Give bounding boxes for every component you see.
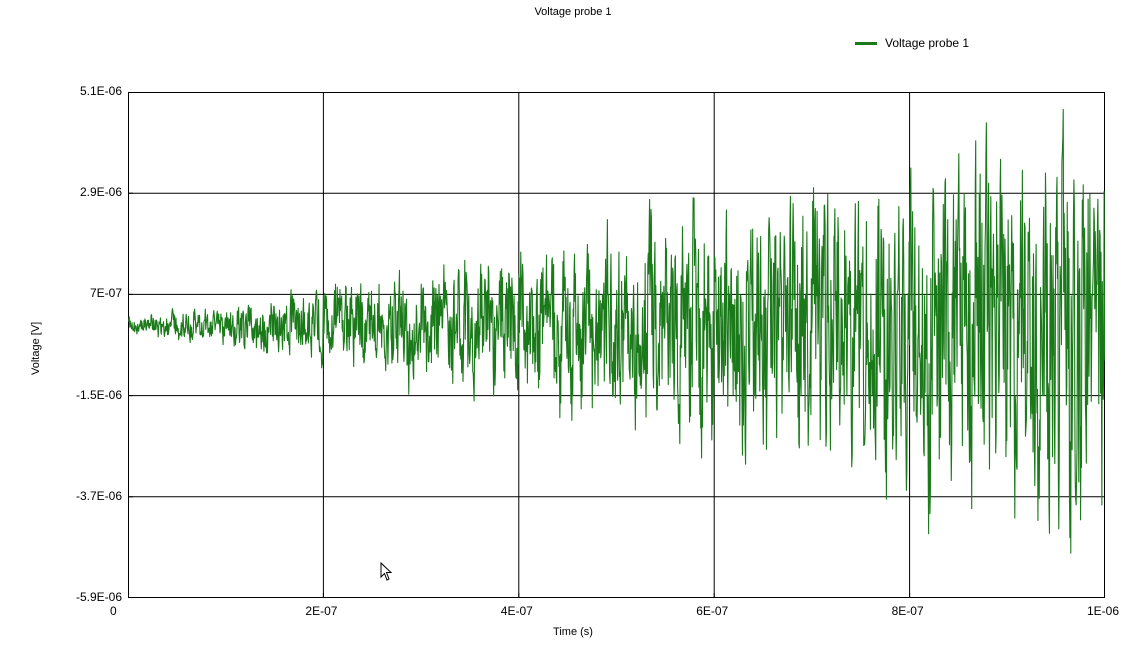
y-tick-label: -3.7E-06 (76, 489, 122, 503)
x-tick-label: 6E-07 (696, 604, 728, 618)
y-tick-label: -1.5E-06 (76, 388, 122, 402)
series-voltage-probe-1 (128, 109, 1105, 553)
legend-swatch (855, 42, 877, 45)
x-tick-label: 1E-06 (1087, 604, 1119, 618)
y-tick-label: -5.9E-06 (76, 590, 122, 604)
x-axis-label: Time (s) (0, 626, 1146, 638)
chart-title: Voltage probe 1 (0, 6, 1146, 18)
x-tick-label: 8E-07 (892, 604, 924, 618)
legend: Voltage probe 1 (855, 36, 969, 50)
y-tick-label: 7E-07 (90, 286, 122, 300)
y-tick-label: 5.1E-06 (80, 84, 122, 98)
x-tick-label: 2E-07 (305, 604, 337, 618)
legend-label: Voltage probe 1 (885, 36, 969, 50)
x-tick-label: 4E-07 (501, 604, 533, 618)
plot-area[interactable] (128, 92, 1105, 598)
y-axis-label: Voltage [V] (30, 322, 42, 375)
x-tick-label: 0 (110, 604, 117, 618)
y-tick-label: 2.9E-06 (80, 185, 122, 199)
chart-container: Voltage probe 1 Voltage probe 1 Voltage … (0, 0, 1146, 671)
